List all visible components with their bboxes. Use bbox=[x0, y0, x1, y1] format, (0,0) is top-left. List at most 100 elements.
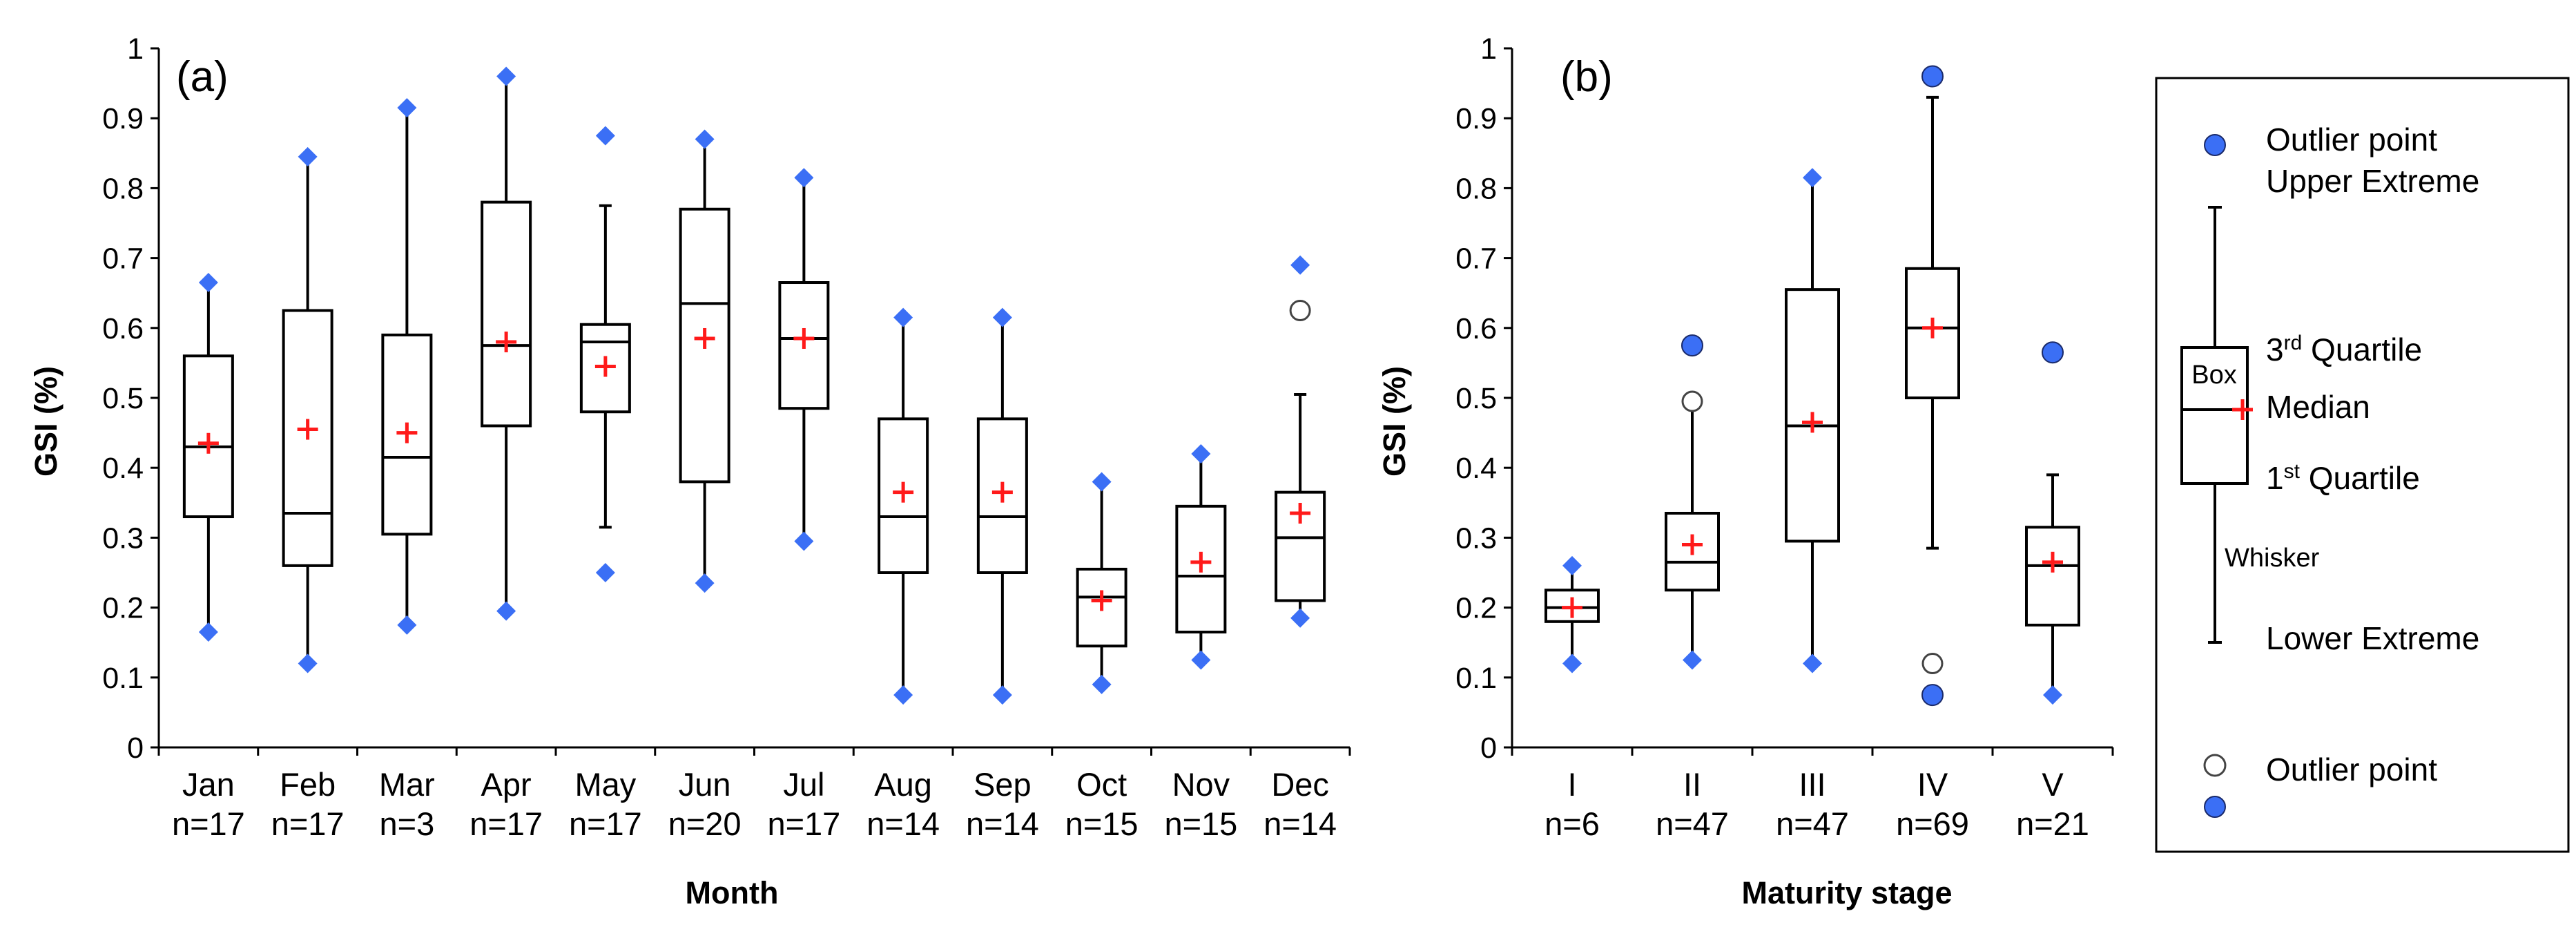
panel-a-category-label: Aug bbox=[874, 766, 932, 803]
panel-b-category-n-label: n=47 bbox=[1776, 805, 1849, 842]
panel-b-outlier-open bbox=[1681, 390, 1703, 412]
panel-b-max-marker bbox=[2042, 341, 2064, 364]
panel-a-category-label: Oct bbox=[1076, 766, 1127, 803]
panel-b-category-n-label: n=47 bbox=[1656, 805, 1729, 842]
panel-b-category-label: III bbox=[1799, 766, 1826, 803]
panel-b-box bbox=[2025, 526, 2080, 627]
panel-b-y-tick-label: 0 bbox=[1480, 732, 1497, 765]
panel-a-category-n-label: n=14 bbox=[966, 805, 1039, 842]
panel-b-y-tick-label: 0.9 bbox=[1455, 102, 1497, 135]
panel-a-category-n-label: n=17 bbox=[767, 805, 840, 842]
panel-b-category-n-label: n=69 bbox=[1896, 805, 1969, 842]
panel-a-min-marker bbox=[1290, 608, 1310, 628]
panel-a-category-n-label: n=17 bbox=[172, 805, 245, 842]
panel-a-category-label: Apr bbox=[481, 766, 532, 803]
legend-outlier-open-marker bbox=[2203, 754, 2227, 777]
panel-b-max-marker bbox=[1562, 555, 1582, 575]
panel-a-category-n-label: n=17 bbox=[569, 805, 642, 842]
legend-box-label: Box bbox=[2191, 361, 2236, 390]
panel-a-y-tick-label: 0.8 bbox=[102, 172, 144, 205]
panel-b-chart: (b) GSI (%) Maturity stage 0 0.1 0.2 0.3 0.4… bbox=[1377, 32, 2114, 910]
panel-b-category-label: V bbox=[2042, 766, 2064, 803]
panel-a-max-marker bbox=[893, 307, 913, 327]
panel-b-category-n-label: n=6 bbox=[1544, 805, 1600, 842]
panel-a-max-marker bbox=[198, 273, 218, 293]
panel-a-y-tick-label: 0.3 bbox=[102, 522, 144, 555]
panel-b-min-marker bbox=[1803, 653, 1822, 673]
legend-third-quartile-text: 3rd Quartile bbox=[2266, 332, 2422, 367]
panel-a-max-marker bbox=[695, 129, 715, 149]
panel-a-x-axis-title: Month bbox=[686, 875, 779, 910]
panel-b-category-label: I bbox=[1567, 766, 1576, 803]
panel-b-y-tick-label: 0.2 bbox=[1455, 592, 1497, 625]
panel-b-max-marker bbox=[1803, 168, 1822, 188]
panel-a-category-label: Jan bbox=[182, 766, 235, 803]
panel-b-y-tick-label: 0.4 bbox=[1455, 452, 1497, 485]
panel-a-category-label: Dec bbox=[1271, 766, 1329, 803]
panel-a-category-label: Feb bbox=[280, 766, 336, 803]
panel-a-max-marker bbox=[298, 146, 318, 166]
panel-a-category-label: Mar bbox=[379, 766, 435, 803]
legend: Outlier point Upper Extreme Box 3rd Quar… bbox=[2155, 77, 2570, 853]
panel-b-y-tick-label: 1 bbox=[1480, 32, 1497, 66]
panel-a-max-marker bbox=[595, 126, 615, 146]
panel-b-min-marker bbox=[1921, 684, 1944, 707]
panel-b-y-tick-label: 0.5 bbox=[1455, 382, 1497, 415]
panel-a-min-marker bbox=[695, 573, 715, 593]
panel-a-chart: (a) GSI (%) Month 0 0.1 0.2 0.3 0.4 0.5 0.6 0.7… bbox=[28, 32, 1351, 910]
panel-a-y-tick-label: 0.2 bbox=[102, 592, 144, 625]
panel-a-max-marker bbox=[1191, 443, 1211, 464]
panel-b-box-group-v: Vn=21 bbox=[2016, 341, 2089, 842]
legend-outlier-upper-label: Outlier point bbox=[2266, 122, 2437, 157]
panel-a-min-marker bbox=[496, 601, 516, 621]
panel-b-box-group-ii: IIn=47 bbox=[1656, 334, 1729, 842]
panel-a-min-marker bbox=[794, 531, 814, 551]
panel-b-min-marker bbox=[1683, 650, 1702, 670]
panel-a-max-marker bbox=[1092, 472, 1112, 492]
panel-b-category-label: IV bbox=[1917, 766, 1948, 803]
panel-a-category-n-label: n=20 bbox=[668, 805, 742, 842]
panel-a-category-label: Sep bbox=[974, 766, 1032, 803]
panel-a-min-marker bbox=[298, 653, 318, 673]
panel-b-max-marker bbox=[1921, 65, 1944, 88]
panel-a-y-tick-label: 0.6 bbox=[102, 312, 144, 345]
panel-b-min-marker bbox=[1562, 653, 1582, 673]
panel-a-y-tick-label: 0.9 bbox=[102, 102, 144, 135]
panel-a-y-tick-label: 1 bbox=[127, 32, 144, 66]
panel-a-category-label: Nov bbox=[1172, 766, 1230, 803]
legend-first-quartile-label: 1st Quartile bbox=[2266, 460, 2420, 496]
panel-b-y-tick-label: 0.8 bbox=[1455, 172, 1497, 205]
legend-whisker-label: Whisker bbox=[2225, 544, 2320, 573]
panel-b-y-axis-title: GSI (%) bbox=[1377, 366, 1412, 477]
legend-upper-extreme-label: Upper Extreme bbox=[2266, 163, 2479, 199]
panel-a-max-marker bbox=[397, 98, 417, 118]
panel-b-y-tick-label: 0.7 bbox=[1455, 242, 1497, 276]
panel-a-box bbox=[878, 417, 929, 574]
legend-lower-extreme-label: Lower Extreme bbox=[2266, 620, 2479, 656]
panel-a-category-n-label: n=14 bbox=[1263, 805, 1337, 842]
panel-a-category-label: Jul bbox=[783, 766, 824, 803]
legend-third-quartile-label: 3rd Quartile bbox=[2266, 332, 2422, 367]
panel-a-category-label: Jun bbox=[679, 766, 731, 803]
panel-a-category-n-label: n=3 bbox=[380, 805, 435, 842]
panel-a-max-marker bbox=[992, 307, 1012, 327]
panel-a-category-label: May bbox=[574, 766, 636, 803]
panel-a-max-marker bbox=[496, 66, 516, 86]
panel-a-y-axis-title: GSI (%) bbox=[28, 366, 64, 477]
panel-a-box bbox=[1175, 504, 1227, 634]
panel-a-min-marker bbox=[198, 622, 218, 642]
panel-a-max-marker bbox=[794, 168, 814, 188]
panel-a-category-n-label: n=15 bbox=[1065, 805, 1139, 842]
panel-b-y-tick-label: 0.6 bbox=[1455, 312, 1497, 345]
